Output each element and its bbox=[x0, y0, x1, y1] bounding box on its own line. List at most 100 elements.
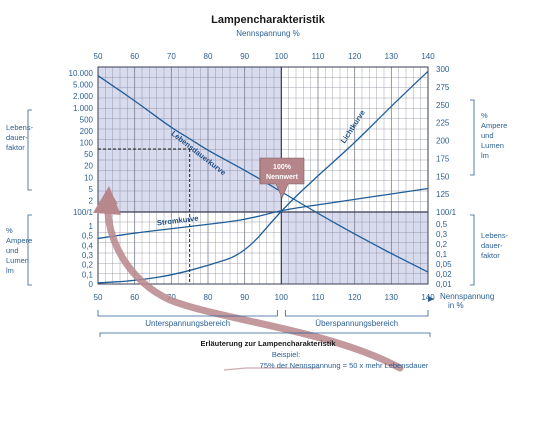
left-lower-tick: 0,4 bbox=[82, 241, 94, 250]
left-upper-tick: 20 bbox=[84, 162, 93, 171]
left-upper-label: faktor bbox=[6, 143, 25, 152]
x-tick-bottom: 120 bbox=[348, 293, 362, 302]
left-lower-tick: 1 bbox=[89, 222, 94, 231]
right-lower-tick: 0,01 bbox=[436, 280, 452, 289]
right-upper-label: Lumen bbox=[481, 141, 504, 150]
right-lower-tick: 0,3 bbox=[436, 230, 448, 239]
right-upper-tick: 250 bbox=[436, 101, 450, 110]
left-upper-tick: 100 bbox=[80, 139, 94, 148]
note-heading: Erläuterung zur Lampencharakteristik bbox=[200, 339, 336, 348]
tick-labels: 5050606070708080909010010011011012012013… bbox=[69, 52, 457, 302]
x-tick-top: 100 bbox=[275, 52, 289, 61]
left-lower-label: und bbox=[6, 246, 19, 255]
side-axis-labels: Lebens-dauer-faktor%AmpereundLumenlm%Amp… bbox=[6, 99, 509, 286]
left-lower-tick: 0,2 bbox=[82, 261, 94, 270]
right-upper-label: lm bbox=[481, 151, 489, 160]
x-axis-label-line2: in % bbox=[448, 301, 464, 310]
x-tick-top: 140 bbox=[421, 52, 435, 61]
x-tick-top: 80 bbox=[204, 52, 213, 61]
label-stromkurve: Stromkurve bbox=[156, 214, 198, 228]
note-connector bbox=[223, 367, 320, 371]
left-upper-tick: 5 bbox=[89, 185, 94, 194]
left-lower-tick: 0 bbox=[89, 280, 94, 289]
right-upper-tick: 125 bbox=[436, 190, 450, 199]
x-tick-bottom: 110 bbox=[312, 293, 325, 302]
left-lower-tick: 0,5 bbox=[82, 232, 94, 241]
right-upper-label: und bbox=[481, 131, 494, 140]
right-lower-tick: 0,5 bbox=[436, 220, 448, 229]
bracket-left-upper bbox=[27, 109, 32, 191]
top-axis-label: Nennspannung % bbox=[236, 29, 300, 38]
right-lower-label: faktor bbox=[481, 251, 500, 260]
left-lower-label: % bbox=[6, 226, 13, 235]
region-over-label: Überspannungsbereich bbox=[315, 319, 398, 328]
right-lower-tick: 0,2 bbox=[436, 240, 448, 249]
bracket-right-lower bbox=[470, 214, 475, 286]
curve-stromkurve bbox=[97, 187, 429, 240]
x-tick-top: 90 bbox=[240, 52, 249, 61]
note-line-2: 75% der Nennspannung = 50 x mehr Lebensd… bbox=[260, 361, 429, 370]
x-tick-top: 120 bbox=[348, 52, 362, 61]
right-upper-tick: 150 bbox=[436, 172, 450, 181]
right-lower-tick: 0,05 bbox=[436, 260, 452, 269]
right-upper-tick: 300 bbox=[436, 65, 450, 74]
x-tick-top: 130 bbox=[385, 52, 399, 61]
bracket-left-lower bbox=[27, 214, 32, 286]
curve-lichtkurve bbox=[97, 70, 429, 284]
x-tick-bottom: 130 bbox=[385, 293, 399, 302]
right-lower-tick: 0,1 bbox=[436, 250, 448, 259]
left-upper-tick: 10.000 bbox=[69, 69, 94, 78]
right-upper-tick: 100/1 bbox=[436, 208, 457, 217]
curve-lebensdauerkurve bbox=[97, 75, 429, 273]
right-upper-tick: 200 bbox=[436, 137, 450, 146]
left-lower-label: Ampere bbox=[6, 236, 32, 245]
x-tick-top: 110 bbox=[312, 52, 325, 61]
left-upper-tick: 100/1 bbox=[73, 208, 94, 217]
left-upper-label: dauer- bbox=[6, 133, 28, 142]
example-arrow bbox=[93, 186, 404, 372]
left-upper-tick: 2 bbox=[89, 196, 94, 205]
bracket-under bbox=[97, 310, 278, 317]
left-lower-tick: 0,3 bbox=[82, 251, 94, 260]
right-lower-label: Lebens- bbox=[481, 231, 509, 240]
x-tick-top: 60 bbox=[130, 52, 139, 61]
right-upper-tick: 225 bbox=[436, 119, 450, 128]
left-upper-label: Lebens- bbox=[6, 123, 34, 132]
note-line-1: Beispiel: bbox=[272, 350, 300, 359]
left-upper-tick: 2.000 bbox=[73, 92, 94, 101]
left-upper-tick: 200 bbox=[80, 127, 94, 136]
x-tick-bottom: 50 bbox=[94, 293, 103, 302]
right-upper-label: Ampere bbox=[481, 121, 507, 130]
marker-label-line1: 100% bbox=[273, 164, 292, 171]
nennwert-marker bbox=[259, 157, 305, 199]
grid bbox=[97, 66, 429, 285]
x-tick-bottom: 60 bbox=[130, 293, 139, 302]
right-upper-label: % bbox=[481, 111, 488, 120]
x-tick-bottom: 100 bbox=[275, 293, 289, 302]
left-upper-tick: 1.000 bbox=[73, 104, 94, 113]
x-tick-top: 50 bbox=[94, 52, 103, 61]
marker-label-line2: Nennwert bbox=[266, 174, 299, 181]
x-tick-bottom: 80 bbox=[204, 293, 213, 302]
left-upper-tick: 50 bbox=[84, 150, 93, 159]
x-tick-bottom: 90 bbox=[240, 293, 249, 302]
left-upper-tick: 10 bbox=[84, 173, 93, 182]
example-arrow-head bbox=[100, 191, 118, 206]
right-upper-tick: 275 bbox=[436, 83, 450, 92]
plot-frame bbox=[97, 66, 429, 285]
x-axis-arrow bbox=[428, 296, 434, 302]
right-lower-label: dauer- bbox=[481, 241, 503, 250]
right-upper-tick: 175 bbox=[436, 154, 450, 163]
left-lower-tick: 0,1 bbox=[82, 270, 94, 279]
region-under-label: Unterspannungsbereich bbox=[145, 319, 230, 328]
right-lower-tick: 0,02 bbox=[436, 270, 452, 279]
left-lower-label: lm bbox=[6, 266, 14, 275]
note-bracket bbox=[99, 332, 431, 337]
chart-title: Lampencharakteristik bbox=[211, 14, 326, 26]
left-upper-tick: 5.000 bbox=[73, 81, 94, 90]
bracket-over bbox=[284, 310, 429, 317]
left-upper-tick: 500 bbox=[80, 115, 94, 124]
left-lower-label: Lumen bbox=[6, 256, 29, 265]
